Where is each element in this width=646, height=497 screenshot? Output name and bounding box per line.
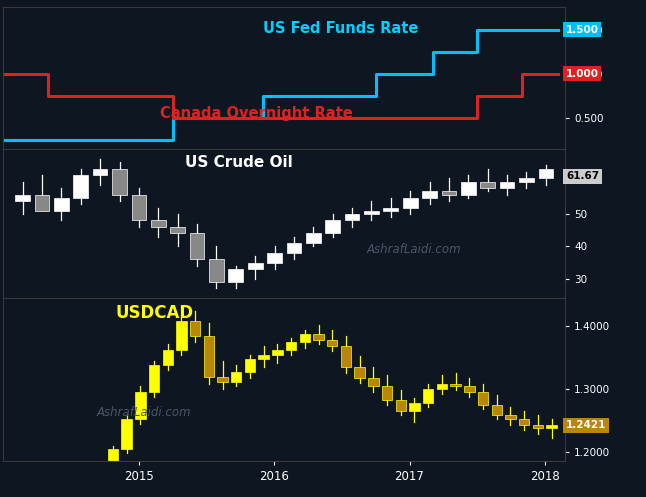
Bar bbox=[505, 415, 516, 419]
Bar bbox=[203, 336, 214, 377]
Bar bbox=[326, 221, 340, 234]
Bar bbox=[267, 253, 282, 262]
Bar bbox=[39, 480, 50, 486]
Text: US Fed Funds Rate: US Fed Funds Rate bbox=[263, 21, 418, 36]
Bar bbox=[422, 191, 437, 198]
Bar bbox=[403, 198, 417, 208]
Bar bbox=[80, 485, 90, 497]
Bar bbox=[53, 486, 63, 493]
Bar bbox=[25, 474, 36, 480]
Bar bbox=[258, 354, 269, 359]
Bar bbox=[229, 269, 243, 282]
Bar bbox=[190, 322, 200, 336]
Bar bbox=[112, 168, 127, 194]
Bar bbox=[54, 198, 68, 211]
Bar bbox=[248, 262, 262, 269]
Bar bbox=[481, 181, 495, 188]
Bar bbox=[209, 259, 224, 282]
Bar bbox=[478, 392, 488, 405]
Bar bbox=[450, 384, 461, 386]
Bar bbox=[464, 386, 475, 392]
Bar bbox=[364, 211, 379, 214]
Bar bbox=[492, 405, 502, 415]
Bar bbox=[67, 493, 77, 497]
Text: US Crude Oil: US Crude Oil bbox=[185, 155, 293, 170]
Bar bbox=[382, 386, 392, 401]
Bar bbox=[176, 322, 187, 350]
Bar bbox=[190, 234, 204, 259]
Text: USDCAD: USDCAD bbox=[116, 304, 194, 322]
Bar bbox=[132, 194, 146, 221]
Bar bbox=[532, 425, 543, 428]
Bar bbox=[35, 194, 49, 211]
Bar bbox=[171, 227, 185, 234]
Bar bbox=[437, 384, 447, 389]
Bar bbox=[163, 350, 173, 365]
Text: 1.500: 1.500 bbox=[566, 25, 599, 35]
Bar bbox=[355, 367, 365, 378]
Bar bbox=[327, 340, 337, 346]
Bar bbox=[423, 389, 433, 403]
Bar bbox=[313, 334, 324, 340]
Bar bbox=[74, 175, 88, 198]
Bar bbox=[94, 469, 105, 485]
Text: 1.000: 1.000 bbox=[566, 69, 599, 79]
Bar bbox=[231, 372, 242, 382]
Bar bbox=[272, 350, 282, 354]
Bar bbox=[93, 168, 107, 175]
Bar bbox=[410, 403, 420, 411]
Bar bbox=[345, 214, 359, 221]
Bar bbox=[547, 425, 557, 428]
Bar bbox=[108, 449, 118, 469]
Bar bbox=[245, 359, 255, 372]
Bar bbox=[519, 419, 529, 425]
Bar bbox=[519, 178, 534, 181]
Bar bbox=[461, 181, 475, 194]
Bar bbox=[442, 191, 456, 194]
Bar bbox=[368, 378, 379, 386]
Bar bbox=[16, 194, 30, 201]
Bar bbox=[300, 334, 310, 342]
Bar bbox=[151, 221, 165, 227]
Bar bbox=[121, 419, 132, 449]
Bar bbox=[500, 181, 514, 188]
Bar bbox=[217, 377, 228, 382]
Bar bbox=[306, 234, 320, 243]
Text: 61.67: 61.67 bbox=[566, 171, 599, 181]
Bar bbox=[340, 346, 351, 367]
Text: AshrafLaidi.com: AshrafLaidi.com bbox=[96, 406, 191, 418]
Bar bbox=[135, 392, 145, 419]
Bar bbox=[384, 208, 398, 211]
Text: 1.2421: 1.2421 bbox=[566, 420, 606, 430]
Bar bbox=[539, 168, 553, 178]
Bar bbox=[149, 365, 159, 392]
Text: Canada Overnight Rate: Canada Overnight Rate bbox=[160, 106, 353, 121]
Bar bbox=[395, 401, 406, 411]
Bar bbox=[286, 342, 297, 350]
Text: AshrafLaidi.com: AshrafLaidi.com bbox=[366, 244, 461, 256]
Bar bbox=[12, 474, 22, 480]
Bar bbox=[287, 243, 301, 253]
